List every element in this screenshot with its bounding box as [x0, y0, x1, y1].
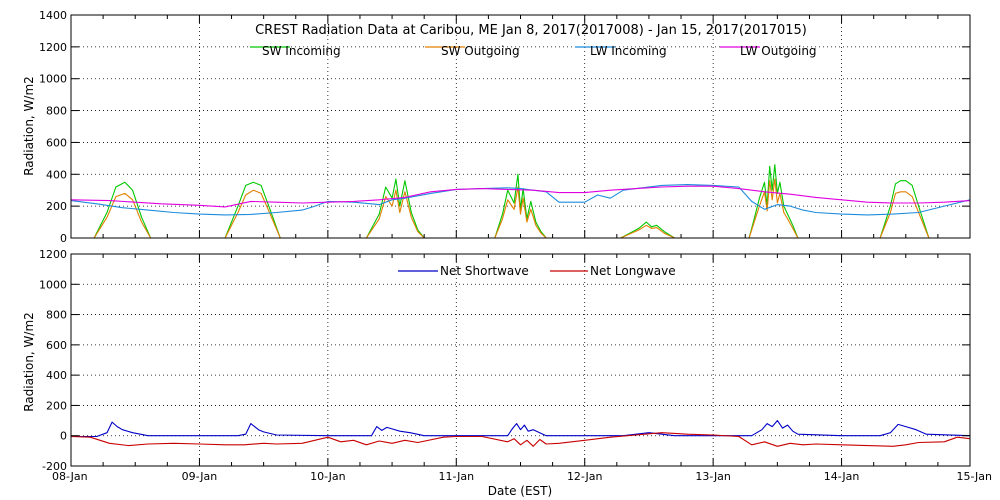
y-tick-label: 400 [46, 369, 67, 382]
top-panel-ylabel: Radiation, W/m2 [22, 76, 36, 176]
legend-label-lw-incoming: LW Incoming [590, 44, 667, 58]
y-tick-label: 1200 [39, 248, 67, 261]
legend-entry-lw-outgoing: LW Outgoing [720, 44, 817, 58]
x-tick-label: 14-Jan [824, 470, 860, 483]
series-line-net-shortwave [71, 420, 971, 438]
top-panel-ticks: 0 200 400 600 800 1000 1200 1400 [39, 9, 971, 245]
bottom-panel-grid [71, 254, 970, 466]
y-tick-label: 200 [46, 200, 67, 213]
y-tick-label: 1000 [39, 73, 67, 86]
legend-label-sw-outgoing: SW Outgoing [441, 44, 520, 58]
bottom-panel-series [70, 420, 971, 447]
series-line-sw-outgoing [71, 178, 970, 239]
y-tick-label: 800 [46, 105, 67, 118]
x-tick-label: 13-Jan [695, 470, 731, 483]
legend-entry-net-shortwave: Net Shortwave [398, 264, 529, 278]
y-tick-label: 0 [60, 232, 67, 245]
series-line-sw-incoming [71, 164, 970, 239]
y-tick-label: 1000 [39, 278, 67, 291]
legend-entry-net-longwave: Net Longwave [550, 264, 676, 278]
legend-entry-sw-incoming: SW Incoming [250, 44, 341, 58]
legend-label-lw-outgoing: LW Outgoing [740, 44, 817, 58]
x-tick-label: 09-Jan [182, 470, 218, 483]
y-tick-label: 400 [46, 168, 67, 181]
bottom-panel-ticks: -200 0 200 400 600 800 1000 1200 [39, 248, 971, 473]
x-tick-label: 11-Jan [439, 470, 475, 483]
top-panel-title: CREST Radiation Data at Caribou, ME Jan … [255, 23, 807, 38]
y-tick-label: 600 [46, 339, 67, 352]
y-tick-label: 600 [46, 136, 67, 149]
bottom-net-radiation-panel: -200 0 200 400 600 800 1000 1200 Radiation, W/m… [22, 248, 971, 473]
x-tick-label: 08-Jan [52, 470, 88, 483]
legend-entry-sw-outgoing: SW Outgoing [425, 44, 520, 58]
y-tick-label: 200 [46, 399, 67, 412]
x-tick-label: 12-Jan [567, 470, 603, 483]
bottom-panel-legend: Net Shortwave Net Longwave [398, 264, 676, 278]
top-panel-series [70, 164, 971, 239]
x-tick-label: 10-Jan [310, 470, 346, 483]
x-tick-label: 15-Jan [956, 470, 992, 483]
legend-label-net-longwave: Net Longwave [590, 264, 676, 278]
x-axis-title: Date (EST) [488, 484, 552, 498]
bottom-panel-ylabel: Radiation, W/m2 [22, 312, 36, 412]
series-line-lw-outgoing [70, 185, 971, 208]
legend-label-net-shortwave: Net Shortwave [440, 264, 529, 278]
y-tick-label: 0 [60, 430, 67, 443]
top-radiation-panel: 0 200 400 600 800 1000 1200 1400 CREST Radiatio… [22, 9, 971, 245]
y-tick-label: 800 [46, 309, 67, 322]
y-tick-label: -200 [42, 460, 67, 473]
x-axis-date-labels: 08-Jan 09-Jan 10-Jan 11-Jan 12-Jan 13-Jan 14-J… [52, 470, 992, 483]
y-tick-label: 1200 [39, 41, 67, 54]
legend-entry-lw-incoming: LW Incoming [575, 44, 667, 58]
y-tick-label: 1400 [39, 9, 67, 22]
legend-label-sw-incoming: SW Incoming [262, 44, 341, 58]
series-line-net-longwave [70, 432, 971, 447]
top-panel-legend: SW Incoming SW Outgoing LW Incoming LW O… [250, 44, 817, 58]
